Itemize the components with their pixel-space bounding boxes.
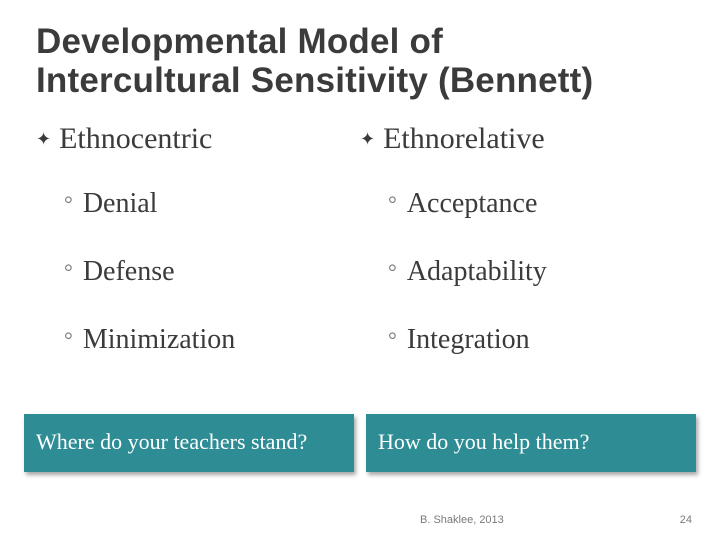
sub-bullet-icon: ° (64, 193, 73, 215)
left-item-1: Defense (83, 256, 175, 288)
bullet-icon: ✦ (360, 130, 373, 148)
list-item: ° Denial (36, 188, 360, 220)
sub-bullet-icon: ° (64, 329, 73, 351)
left-column: ✦ Ethnocentric ° Denial ° Defense ° Mini… (36, 122, 360, 392)
slide-title: Developmental Model of Intercultural Sen… (36, 22, 684, 100)
right-item-1: Adaptability (407, 256, 547, 288)
right-heading: Ethnorelative (383, 122, 545, 156)
footer-credit: B. Shaklee, 2013 (420, 514, 504, 526)
bullet-icon: ✦ (36, 130, 49, 148)
right-item-0: Acceptance (407, 188, 538, 220)
slide: Developmental Model of Intercultural Sen… (0, 0, 720, 540)
sub-bullet-icon: ° (64, 261, 73, 283)
list-item: ° Integration (360, 324, 684, 356)
title-line-2: Intercultural Sensitivity (Bennett) (36, 61, 593, 100)
list-item: ° Adaptability (360, 256, 684, 288)
right-column: ✦ Ethnorelative ° Acceptance ° Adaptabil… (360, 122, 684, 392)
list-item: ° Acceptance (360, 188, 684, 220)
sub-bullet-icon: ° (388, 329, 397, 351)
question-row: Where do your teachers stand? How do you… (24, 414, 696, 472)
content-columns: ✦ Ethnocentric ° Denial ° Defense ° Mini… (36, 122, 684, 392)
footer: B. Shaklee, 2013 24 (0, 514, 720, 526)
right-question-text: How do you help them? (378, 429, 589, 455)
left-item-0: Denial (83, 188, 158, 220)
left-item-2: Minimization (83, 324, 235, 356)
sub-bullet-icon: ° (388, 193, 397, 215)
left-question-text: Where do your teachers stand? (36, 429, 307, 455)
page-number: 24 (680, 514, 692, 526)
right-question-box: How do you help them? (366, 414, 696, 472)
list-item: ° Defense (36, 256, 360, 288)
right-heading-row: ✦ Ethnorelative (360, 122, 684, 156)
left-heading-row: ✦ Ethnocentric (36, 122, 360, 156)
left-question-box: Where do your teachers stand? (24, 414, 354, 472)
left-heading: Ethnocentric (59, 122, 212, 156)
list-item: ° Minimization (36, 324, 360, 356)
right-item-2: Integration (407, 324, 530, 356)
title-line-1: Developmental Model of (36, 22, 443, 61)
sub-bullet-icon: ° (388, 261, 397, 283)
